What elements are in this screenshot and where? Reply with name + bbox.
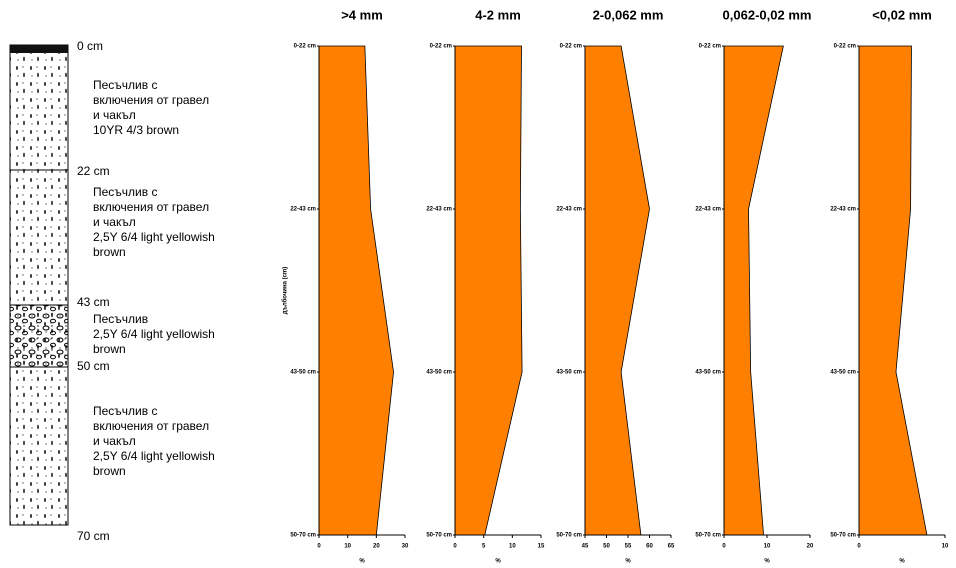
layer-description: 2,5Y 6/4 light yellowish [93, 230, 215, 244]
depth-label: 43 cm [77, 295, 110, 309]
layer-description: включения от гравел [93, 93, 209, 107]
chart-title: 4-2 mm [475, 7, 521, 22]
y-tick-label: 50-70 cm [830, 533, 856, 539]
x-tick-label: 0 [453, 544, 457, 550]
x-tick-label: 15 [538, 544, 545, 550]
x-tick-label: 60 [646, 544, 653, 550]
y-tick-label: 43-50 cm [290, 370, 316, 376]
layer-description: и чакъл [93, 215, 136, 229]
layer-description: 2,5Y 6/4 light yellowish [93, 327, 215, 341]
y-tick-label: 43-50 cm [426, 370, 452, 376]
layer-description: Песъчлив с [93, 404, 157, 418]
x-tick-label: 65 [668, 544, 675, 550]
chart-title: <0,02 mm [872, 7, 932, 22]
y-tick-label: 0-22 cm [294, 44, 316, 50]
y-tick-label: 0-22 cm [699, 44, 721, 50]
x-tick-label: 50 [603, 544, 610, 550]
x-axis-label: % [764, 559, 770, 565]
y-tick-label: 22-43 cm [695, 207, 721, 213]
y-tick-label: 0-22 cm [560, 44, 582, 50]
x-tick-label: 0 [722, 544, 726, 550]
x-tick-label: 10 [942, 544, 949, 550]
y-tick-label: 50-70 cm [556, 533, 582, 539]
layer-description: brown [93, 464, 126, 478]
layer-description: включения от гравел [93, 200, 209, 214]
y-tick-label: 22-43 cm [556, 207, 582, 213]
y-axis-label: дълбочина (cm) [282, 267, 289, 315]
layer-description: 10YR 4/3 brown [93, 123, 179, 137]
x-tick-label: 10 [344, 544, 351, 550]
y-tick-label: 22-43 cm [830, 207, 856, 213]
layer-description: 2,5Y 6/4 light yellowish [93, 449, 215, 463]
x-tick-label: 5 [482, 544, 486, 550]
area [859, 46, 927, 535]
y-tick-label: 22-43 cm [290, 207, 316, 213]
y-tick-label: 0-22 cm [834, 44, 856, 50]
x-axis-label: % [359, 559, 365, 565]
depth-label: 22 cm [77, 164, 110, 178]
layer-description: и чакъл [93, 108, 136, 122]
y-tick-label: 50-70 cm [695, 533, 721, 539]
layer-description: и чакъл [93, 434, 136, 448]
x-axis-label: % [899, 559, 905, 565]
depth-label: 0 cm [77, 39, 103, 53]
y-tick-label: 43-50 cm [695, 370, 721, 376]
layer-description: Песъчлив с [93, 78, 157, 92]
x-tick-label: 20 [373, 544, 380, 550]
depth-label: 70 cm [77, 529, 110, 543]
x-tick-label: 30 [402, 544, 409, 550]
x-tick-label: 20 [807, 544, 814, 550]
area [319, 46, 394, 535]
x-axis-label: % [495, 559, 501, 565]
chart-title: >4 mm [341, 7, 383, 22]
layer-description: включения от гравел [93, 419, 209, 433]
y-tick-label: 43-50 cm [556, 370, 582, 376]
layer-description: Песъчлив [93, 312, 148, 326]
chart-title: 2-0,062 mm [593, 7, 664, 22]
figure: 0 cm22 cm43 cm50 cm70 cmПесъчлив свключе… [0, 0, 956, 568]
depth-label: 50 cm [77, 359, 110, 373]
area [724, 46, 783, 535]
x-tick-label: 10 [764, 544, 771, 550]
x-tick-label: 0 [857, 544, 861, 550]
y-tick-label: 50-70 cm [426, 533, 452, 539]
soil-column [10, 45, 68, 525]
area [455, 46, 522, 535]
x-tick-label: 10 [509, 544, 516, 550]
layer-description: brown [93, 342, 126, 356]
x-tick-label: 45 [582, 544, 589, 550]
y-tick-label: 22-43 cm [426, 207, 452, 213]
layer-description: Песъчлив с [93, 185, 157, 199]
y-tick-label: 50-70 cm [290, 533, 316, 539]
x-tick-label: 0 [317, 544, 321, 550]
x-tick-label: 55 [625, 544, 632, 550]
y-tick-label: 0-22 cm [430, 44, 452, 50]
y-tick-label: 43-50 cm [830, 370, 856, 376]
x-axis-label: % [625, 559, 631, 565]
layer-description: brown [93, 245, 126, 259]
chart-title: 0,062-0,02 mm [723, 7, 812, 22]
area [585, 46, 650, 535]
